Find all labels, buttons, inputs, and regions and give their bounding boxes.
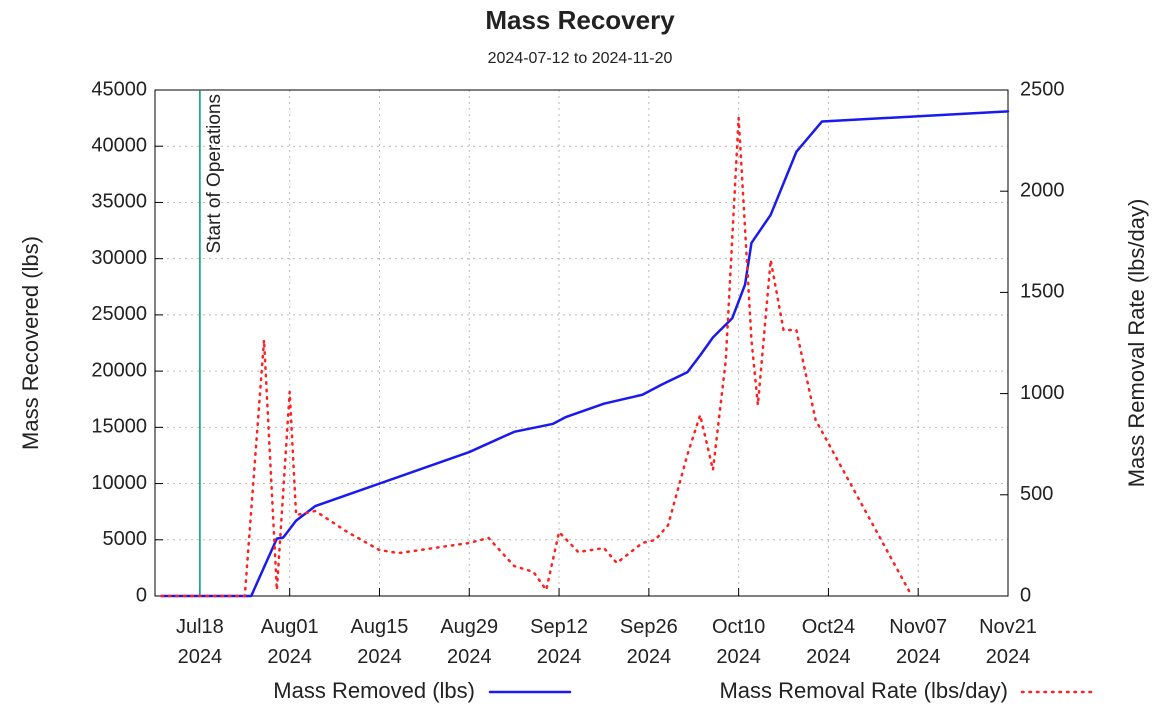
y-tick-label: 25000 — [91, 303, 147, 325]
x-tick-label: Sep26 2024 — [620, 616, 678, 668]
x-tick-label: Aug15 2024 — [351, 616, 409, 668]
x-tick-label: Aug29 2024 — [440, 616, 498, 668]
series-line — [160, 116, 914, 598]
x-tick-label-line: Sep12 — [530, 616, 588, 638]
x-tick-label-line: 2024 — [806, 646, 851, 668]
x-tick-label: Nov21 2024 — [979, 616, 1037, 668]
y-tick-label: 35000 — [91, 191, 147, 213]
x-tick-label-line: 2024 — [357, 646, 402, 668]
legend-label: Mass Removal Rate (lbs/day) — [719, 678, 1008, 703]
y2-tick-label: 2000 — [1020, 179, 1065, 201]
x-tick-label-line: Jul18 — [176, 616, 224, 638]
y-tick-label: 20000 — [91, 359, 147, 381]
x-tick-label-line: Aug15 — [351, 616, 409, 638]
x-tick-label-line: 2024 — [896, 646, 941, 668]
y-tick-label: 30000 — [91, 247, 147, 269]
y-tick-label: 5000 — [103, 528, 148, 550]
x-tick-label-line: 2024 — [178, 646, 223, 668]
y-tick-label: 0 — [136, 584, 147, 606]
x-tick-label-line: 2024 — [716, 646, 761, 668]
x-tick-label-line: Nov07 — [889, 616, 947, 638]
y2-tick-label: 0 — [1020, 584, 1031, 606]
y2-tick-label: 1500 — [1020, 281, 1065, 303]
x-tick-label-line: 2024 — [447, 646, 492, 668]
plot-frame — [154, 89, 1009, 597]
x-tick-label: Oct24 2024 — [802, 616, 855, 668]
x-tick-label: Aug01 2024 — [261, 616, 319, 668]
y-tick-label: 15000 — [91, 416, 147, 438]
annotation-text: Start of Operations — [204, 94, 225, 253]
x-tick-label-line: Nov21 — [979, 616, 1037, 638]
y2-tick-label: 500 — [1020, 483, 1053, 505]
chart-title: Mass Recovery — [485, 5, 675, 35]
chart-subtitle: 2024-07-12 to 2024-11-20 — [488, 50, 673, 67]
x-tick-label-line: 2024 — [267, 646, 312, 668]
x-tick-label: Oct10 2024 — [712, 616, 765, 668]
x-tick-label: Nov07 2024 — [889, 616, 947, 668]
x-tick-label: Sep12 2024 — [530, 616, 588, 668]
y2-tick-label: 1000 — [1020, 382, 1065, 404]
y-tick-label: 10000 — [91, 472, 147, 494]
x-tick-label-line: 2024 — [627, 646, 672, 668]
y-axis-label: Mass Recovered (lbs) — [18, 236, 43, 450]
x-tick-label-line: Oct24 — [802, 616, 855, 638]
y2-axis-label: Mass Removal Rate (lbs/day) — [1124, 199, 1149, 488]
x-tick-label-line: Sep26 — [620, 616, 678, 638]
legend-label: Mass Removed (lbs) — [273, 678, 475, 703]
x-tick-label-line: 2024 — [537, 646, 582, 668]
x-tick-label: Jul18 2024 — [176, 616, 224, 668]
x-tick-label-line: Aug29 — [440, 616, 498, 638]
x-tick-label-line: Aug01 — [261, 616, 319, 638]
y2-tick-label: 2500 — [1020, 78, 1065, 100]
x-tick-label-line: 2024 — [986, 646, 1031, 668]
y-tick-label: 45000 — [91, 78, 147, 100]
x-tick-label-line: Oct10 — [712, 616, 765, 638]
series-line — [160, 110, 1010, 598]
y-tick-label: 40000 — [91, 135, 147, 157]
